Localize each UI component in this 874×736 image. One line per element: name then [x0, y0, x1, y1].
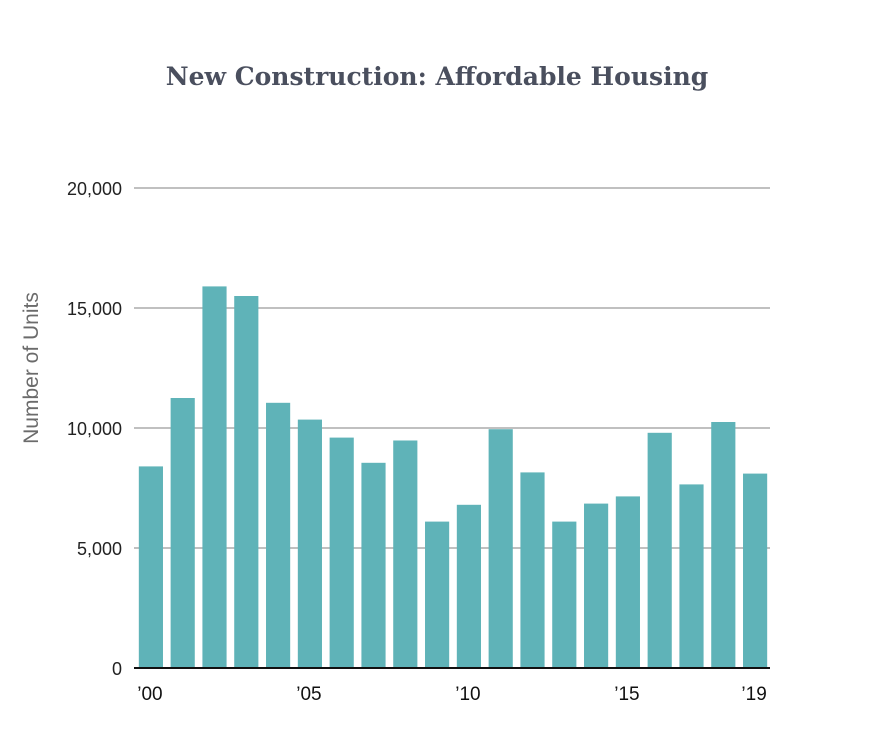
- bar-2015: [615, 496, 640, 668]
- axis-labels: 0 5,000 10,000 15,000 20,000 ’00 ’05 ’10 ’15 ’19 N…: [20, 179, 767, 705]
- y-axis-label: Number of Units: [20, 292, 43, 444]
- chart-title: New Construction: Affordable Housing: [165, 62, 709, 91]
- bar-2013: [552, 521, 577, 668]
- bar-2006: [329, 437, 354, 668]
- bar-2003: [234, 296, 259, 668]
- bar-2012: [520, 472, 545, 668]
- bar-2001: [170, 398, 195, 668]
- bar-2009: [425, 521, 450, 668]
- x-tick-label-2010: ’10: [455, 684, 480, 705]
- bar-2014: [584, 503, 609, 668]
- y-tick-label-15000: 15,000: [67, 299, 122, 319]
- x-tick-label-2005: ’05: [296, 684, 321, 705]
- bar-2008: [393, 440, 418, 668]
- bar-2004: [266, 402, 291, 668]
- bar-2005: [297, 419, 322, 668]
- x-tick-label-2015: ’15: [614, 684, 639, 705]
- y-tick-label-10000: 10,000: [67, 419, 122, 439]
- bar-2002: [202, 286, 227, 668]
- bar-2011: [488, 429, 513, 668]
- bar-2007: [361, 462, 386, 668]
- bar-2018: [711, 422, 736, 668]
- bars: [138, 286, 768, 668]
- bar-2019: [743, 473, 768, 668]
- bar-2017: [679, 484, 704, 668]
- y-tick-label-5000: 5,000: [77, 539, 122, 559]
- grid-lines: [134, 187, 770, 549]
- x-tick-label-2000: ’00: [137, 684, 162, 705]
- x-tick-label-2019: ’19: [741, 684, 766, 705]
- y-tick-label-20000: 20,000: [67, 179, 122, 199]
- bar-2000: [138, 466, 163, 668]
- y-tick-label-0: 0: [112, 659, 122, 679]
- bar-2016: [647, 432, 672, 668]
- bar-2010: [456, 504, 481, 668]
